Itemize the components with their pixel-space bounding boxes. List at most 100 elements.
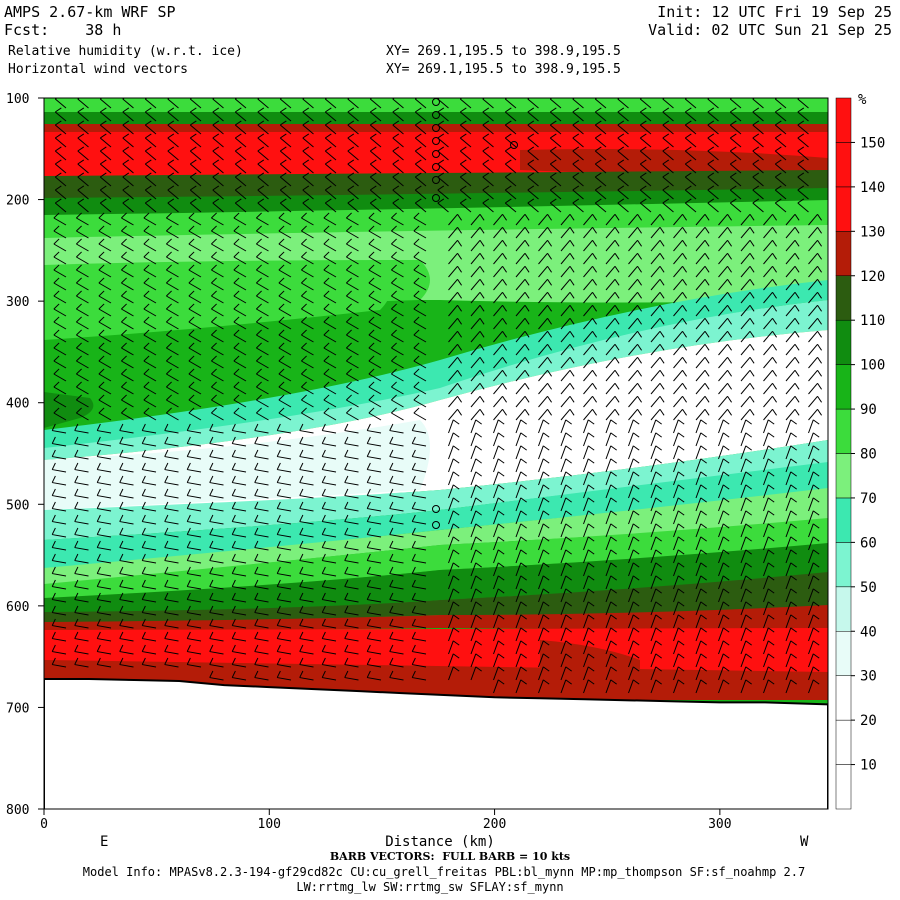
barb-flag: [231, 449, 236, 457]
barb-shaft: [52, 586, 67, 590]
barb-flag: [502, 356, 507, 364]
barb-shaft: [389, 560, 404, 564]
barb-shaft: [209, 677, 224, 681]
wind-barb: [278, 329, 292, 343]
wind-barb: [763, 510, 775, 525]
barb-shaft: [142, 508, 157, 512]
barb-shaft: [302, 137, 314, 148]
barb-flag: [594, 133, 602, 139]
barb-flag: [704, 239, 710, 247]
barb-shaft: [412, 534, 427, 538]
wind-barb: [538, 369, 552, 382]
barb-flag: [497, 666, 505, 672]
wind-barb: [470, 382, 485, 395]
barb-shaft: [695, 213, 706, 226]
wind-barb: [740, 369, 755, 382]
wind-barb: [695, 343, 710, 356]
wind-barb: [763, 601, 775, 616]
wind-barb: [538, 627, 550, 642]
wind-barb: [695, 562, 707, 577]
barb-shaft: [323, 243, 337, 252]
barb-shaft: [166, 386, 179, 395]
barb-shaft: [187, 586, 202, 590]
barb-shaft: [53, 386, 67, 395]
wind-barb: [459, 133, 472, 148]
wind-barb: [53, 277, 67, 291]
barb-shaft: [752, 189, 764, 200]
barb-flag: [655, 601, 662, 607]
barb-flag: [729, 198, 737, 204]
barb-flag: [323, 277, 330, 284]
barb-shaft: [234, 124, 247, 135]
barb-flag: [475, 627, 482, 633]
barb-shaft: [740, 356, 751, 369]
barb-shaft: [187, 560, 202, 564]
barb-flag: [729, 185, 737, 191]
barb-shaft: [470, 549, 477, 564]
wind-barb: [740, 588, 752, 603]
barb-flag: [256, 407, 262, 414]
barb-shaft: [470, 369, 481, 382]
barb-shaft: [538, 627, 544, 642]
wind-barb: [785, 356, 800, 369]
barb-flag: [231, 605, 236, 613]
barb-flag: [389, 462, 394, 470]
barb-flag: [51, 605, 56, 613]
barb-flag: [722, 458, 730, 464]
barb-flag: [700, 562, 707, 568]
barb-shaft: [324, 111, 337, 122]
wind-barb: [583, 549, 595, 564]
colorbar-label: 70: [860, 491, 877, 507]
wind-barb: [188, 212, 202, 226]
barb-flag: [592, 330, 597, 338]
wind-barb: [538, 408, 552, 421]
wind-barb: [605, 330, 620, 343]
wind-barb: [763, 549, 775, 564]
forecast-label-text: Fcst:: [4, 21, 50, 39]
wind-barb: [797, 185, 809, 200]
barb-shaft: [797, 124, 809, 135]
barb-flag: [457, 265, 462, 273]
barb-shaft: [98, 399, 112, 408]
barb-shaft: [98, 308, 112, 317]
barb-shaft: [164, 508, 179, 512]
wind-barb: [299, 553, 314, 564]
wind-barb: [278, 355, 292, 369]
wind-barb: [211, 342, 224, 356]
barb-shaft: [684, 124, 697, 135]
wind-barb: [96, 631, 112, 642]
barb-shaft: [54, 202, 67, 213]
barb-shaft: [718, 382, 728, 395]
barb-shaft: [392, 98, 404, 109]
barb-shaft: [368, 386, 382, 395]
barb-shaft: [470, 601, 477, 616]
colorbar-swatch: [835, 142, 852, 188]
barb-flag: [413, 303, 420, 310]
barb-flag: [817, 382, 822, 390]
wind-barb: [808, 484, 820, 499]
wind-barb: [233, 355, 247, 369]
barb-shaft: [301, 386, 314, 395]
barb-shaft: [785, 640, 792, 655]
wind-barb: [684, 198, 697, 213]
barb-flag: [677, 588, 685, 594]
barb-shaft: [142, 430, 157, 434]
barb-shaft: [538, 653, 544, 668]
barb-flag: [254, 527, 259, 535]
barb-flag: [366, 566, 371, 574]
barb-flag: [524, 382, 530, 390]
barb-shaft: [617, 176, 629, 187]
barb-flag: [772, 330, 777, 338]
barb-flag: [482, 198, 490, 204]
wind-barb: [231, 579, 247, 590]
barb-flag: [452, 432, 460, 438]
wind-barb: [650, 497, 662, 512]
barb-shaft: [121, 295, 134, 304]
barb-shaft: [695, 471, 702, 486]
barb-flag: [54, 198, 62, 204]
barb-shaft: [188, 360, 202, 369]
wind-barb: [346, 238, 359, 252]
wind-barb: [718, 523, 730, 538]
barb-shaft: [344, 521, 359, 525]
barb-shaft: [164, 560, 179, 564]
